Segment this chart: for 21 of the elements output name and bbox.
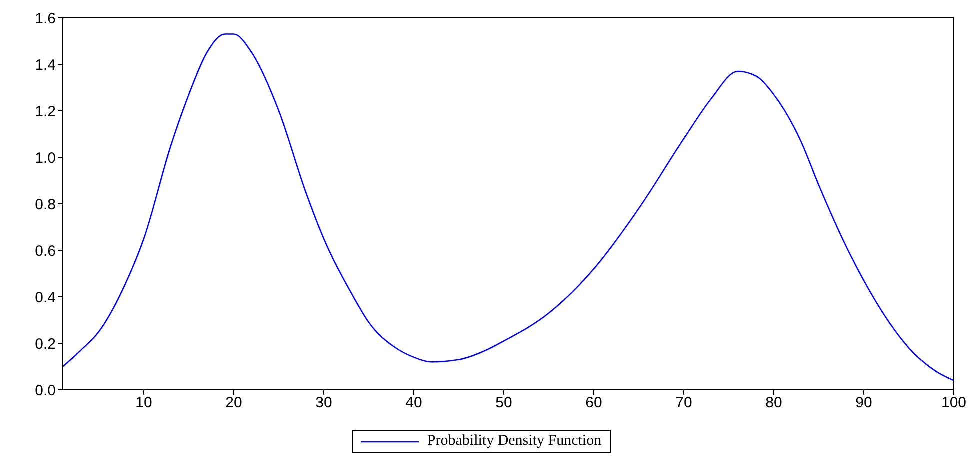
y-tick-label: 1.0: [35, 150, 56, 167]
x-tick-label: 50: [496, 394, 512, 412]
legend-label: Probability Density Function: [427, 433, 602, 450]
y-tick-label: 0.4: [35, 289, 56, 306]
x-tick-label: 80: [766, 394, 782, 412]
x-tick-label: 30: [316, 394, 332, 412]
y-tick-label: 1.4: [35, 56, 56, 74]
line-series: [63, 34, 954, 382]
y-tick-label: 0.6: [35, 242, 56, 260]
y-tick-label: 0.0: [35, 382, 56, 400]
y-tick-label: 0.8: [35, 196, 56, 214]
x-tick-label: 20: [226, 394, 242, 412]
x-tick-label: 70: [676, 394, 692, 412]
x-tick-label: 10: [136, 394, 152, 412]
y-tick-label: 1.2: [35, 103, 56, 120]
y-tick-label: 1.6: [35, 10, 56, 28]
x-tick-label: 40: [406, 394, 422, 412]
x-tick-label: 100: [941, 394, 967, 412]
x-tick-label: 90: [856, 394, 872, 412]
y-tick-label: 0.2: [35, 336, 56, 353]
x-tick-label: 60: [586, 394, 602, 412]
